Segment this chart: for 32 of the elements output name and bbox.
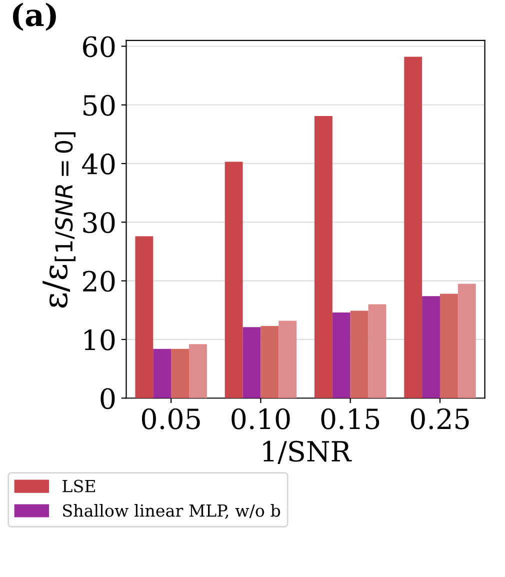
bar xyxy=(224,162,243,398)
bar xyxy=(458,284,476,398)
y-tick-label: 0 xyxy=(100,388,115,410)
x-tick-label: 0.10 xyxy=(232,408,290,430)
bar xyxy=(188,344,207,398)
bar xyxy=(350,310,368,398)
bar xyxy=(368,304,386,398)
bar xyxy=(171,348,189,398)
x-axis-title: 1/SNR xyxy=(263,440,352,464)
bar xyxy=(278,320,297,398)
x-tick-label: 0.25 xyxy=(410,408,469,430)
y-tick-label: 50 xyxy=(84,94,115,116)
y-tick-label: 40 xyxy=(82,153,115,174)
bar xyxy=(440,294,458,398)
y-tick-label: 30 xyxy=(83,212,115,234)
bar xyxy=(242,327,261,398)
bar xyxy=(404,56,422,398)
y-axis-title: ε/ε$_{[1/SNR=0]}$ xyxy=(42,132,76,308)
x-tick-label: 0.15 xyxy=(321,408,380,430)
chart-title: (a) xyxy=(12,2,56,31)
bar xyxy=(260,326,279,398)
x-tick-label: 0.05 xyxy=(142,408,200,430)
y-tick-label: 60 xyxy=(83,36,115,58)
legend-label: Shallow linear MLP, w/o b xyxy=(63,504,280,519)
bar xyxy=(332,312,350,398)
y-tick-label: 20 xyxy=(83,270,115,292)
y-tick-label: 10 xyxy=(84,329,115,350)
bar xyxy=(135,236,154,398)
bar xyxy=(422,296,440,398)
legend-label: LSE xyxy=(62,480,95,492)
bar xyxy=(314,116,332,398)
bar xyxy=(153,348,172,398)
